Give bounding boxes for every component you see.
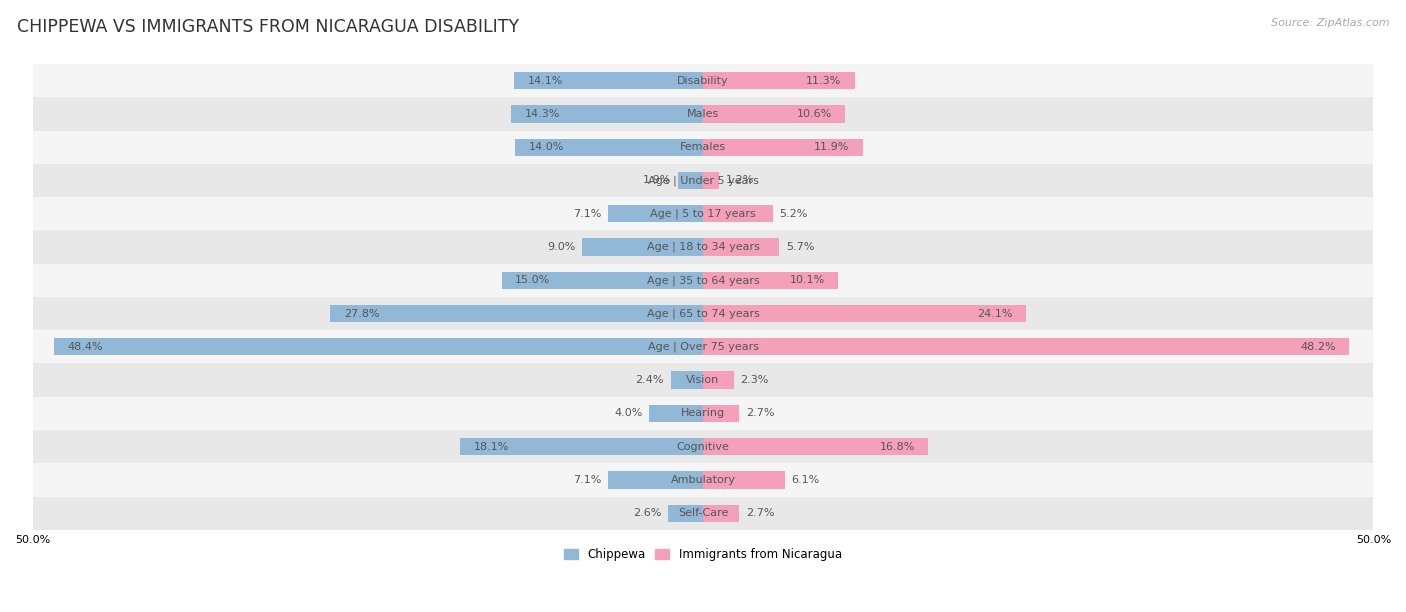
Bar bbox=[502, 272, 703, 289]
Bar bbox=[32, 463, 1374, 496]
Bar bbox=[582, 238, 703, 256]
Text: 18.1%: 18.1% bbox=[474, 442, 509, 452]
Text: 16.8%: 16.8% bbox=[880, 442, 915, 452]
Text: 10.1%: 10.1% bbox=[790, 275, 825, 285]
Bar bbox=[703, 138, 862, 156]
Text: 2.4%: 2.4% bbox=[636, 375, 664, 385]
Text: 14.0%: 14.0% bbox=[529, 142, 564, 152]
Text: Females: Females bbox=[681, 142, 725, 152]
Bar bbox=[32, 164, 1374, 197]
Bar bbox=[460, 438, 703, 455]
Bar bbox=[32, 230, 1374, 264]
Text: 5.7%: 5.7% bbox=[786, 242, 814, 252]
Bar bbox=[32, 264, 1374, 297]
Text: 48.2%: 48.2% bbox=[1301, 342, 1336, 352]
Text: Cognitive: Cognitive bbox=[676, 442, 730, 452]
Text: 2.7%: 2.7% bbox=[747, 508, 775, 518]
Text: Self-Care: Self-Care bbox=[678, 508, 728, 518]
Bar bbox=[703, 272, 838, 289]
Text: 11.3%: 11.3% bbox=[806, 76, 841, 86]
Bar bbox=[32, 64, 1374, 97]
Bar bbox=[703, 72, 855, 89]
Bar bbox=[703, 238, 779, 256]
Bar bbox=[703, 405, 740, 422]
Text: Age | Over 75 years: Age | Over 75 years bbox=[648, 341, 758, 352]
Text: Ambulatory: Ambulatory bbox=[671, 475, 735, 485]
Text: CHIPPEWA VS IMMIGRANTS FROM NICARAGUA DISABILITY: CHIPPEWA VS IMMIGRANTS FROM NICARAGUA DI… bbox=[17, 18, 519, 36]
Text: 14.1%: 14.1% bbox=[527, 76, 562, 86]
Text: 2.3%: 2.3% bbox=[741, 375, 769, 385]
Bar bbox=[671, 371, 703, 389]
Bar bbox=[512, 105, 703, 122]
Bar bbox=[703, 438, 928, 455]
Bar bbox=[32, 130, 1374, 164]
Bar bbox=[703, 505, 740, 522]
Text: 15.0%: 15.0% bbox=[515, 275, 551, 285]
Text: 9.0%: 9.0% bbox=[547, 242, 575, 252]
Text: 7.1%: 7.1% bbox=[572, 209, 602, 218]
Bar bbox=[650, 405, 703, 422]
Text: 1.9%: 1.9% bbox=[643, 176, 671, 185]
Bar bbox=[678, 172, 703, 189]
Bar bbox=[32, 397, 1374, 430]
Bar bbox=[703, 338, 1350, 356]
Text: Vision: Vision bbox=[686, 375, 720, 385]
Bar bbox=[32, 297, 1374, 330]
Bar bbox=[32, 496, 1374, 530]
Bar bbox=[32, 97, 1374, 130]
Text: 2.6%: 2.6% bbox=[633, 508, 661, 518]
Bar bbox=[53, 338, 703, 356]
Text: Age | 5 to 17 years: Age | 5 to 17 years bbox=[650, 209, 756, 219]
Text: 10.6%: 10.6% bbox=[796, 109, 832, 119]
Text: 27.8%: 27.8% bbox=[343, 308, 380, 319]
Legend: Chippewa, Immigrants from Nicaragua: Chippewa, Immigrants from Nicaragua bbox=[560, 543, 846, 566]
Text: 6.1%: 6.1% bbox=[792, 475, 820, 485]
Text: Hearing: Hearing bbox=[681, 408, 725, 419]
Text: Age | 65 to 74 years: Age | 65 to 74 years bbox=[647, 308, 759, 319]
Bar bbox=[515, 72, 703, 89]
Bar bbox=[668, 505, 703, 522]
Text: 5.2%: 5.2% bbox=[779, 209, 808, 218]
Bar bbox=[32, 364, 1374, 397]
Text: Source: ZipAtlas.com: Source: ZipAtlas.com bbox=[1271, 18, 1389, 28]
Text: Males: Males bbox=[688, 109, 718, 119]
Bar bbox=[32, 330, 1374, 364]
Text: Age | Under 5 years: Age | Under 5 years bbox=[648, 175, 758, 185]
Bar bbox=[703, 471, 785, 488]
Bar bbox=[607, 205, 703, 222]
Bar bbox=[330, 305, 703, 323]
Bar bbox=[32, 197, 1374, 230]
Text: Age | 35 to 64 years: Age | 35 to 64 years bbox=[647, 275, 759, 286]
Text: 2.7%: 2.7% bbox=[747, 408, 775, 419]
Text: 1.2%: 1.2% bbox=[725, 176, 754, 185]
Text: 11.9%: 11.9% bbox=[814, 142, 849, 152]
Bar bbox=[32, 430, 1374, 463]
Bar bbox=[703, 305, 1026, 323]
Bar bbox=[703, 172, 718, 189]
Text: 48.4%: 48.4% bbox=[67, 342, 103, 352]
Text: 14.3%: 14.3% bbox=[524, 109, 560, 119]
Text: Age | 18 to 34 years: Age | 18 to 34 years bbox=[647, 242, 759, 252]
Bar bbox=[515, 138, 703, 156]
Bar bbox=[703, 371, 734, 389]
Bar bbox=[703, 205, 773, 222]
Text: 24.1%: 24.1% bbox=[977, 308, 1012, 319]
Bar bbox=[607, 471, 703, 488]
Text: Disability: Disability bbox=[678, 76, 728, 86]
Text: 7.1%: 7.1% bbox=[572, 475, 602, 485]
Text: 4.0%: 4.0% bbox=[614, 408, 643, 419]
Bar bbox=[703, 105, 845, 122]
